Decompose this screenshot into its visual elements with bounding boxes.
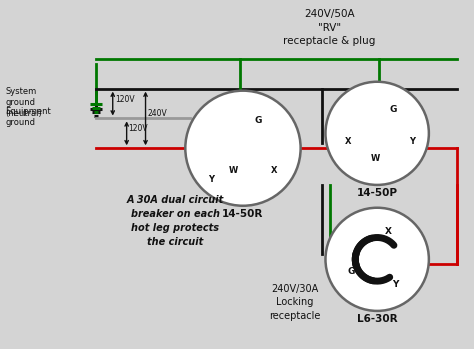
Text: X: X (271, 166, 277, 175)
Bar (349, 127, 358, 149)
Text: Y: Y (392, 280, 399, 289)
FancyBboxPatch shape (233, 110, 249, 131)
Text: Equipment
ground: Equipment ground (5, 106, 51, 127)
Text: 240V/30A
Locking
receptacle: 240V/30A Locking receptacle (269, 284, 320, 320)
Text: G: G (347, 267, 355, 276)
Bar (394, 127, 403, 149)
Bar (210, 155, 219, 177)
Text: G: G (389, 105, 396, 114)
Text: L6-30R: L6-30R (357, 314, 398, 324)
Text: G: G (255, 116, 262, 125)
Text: 120V: 120V (128, 124, 148, 133)
Text: 240V: 240V (147, 110, 167, 118)
Text: W: W (371, 154, 380, 163)
Text: 14-50R: 14-50R (222, 209, 264, 219)
Text: Y: Y (208, 176, 214, 185)
Text: 120V: 120V (115, 95, 134, 104)
Text: 240V/50A
"RV"
receptacle & plug: 240V/50A "RV" receptacle & plug (283, 9, 375, 46)
Text: X: X (385, 227, 392, 236)
Circle shape (326, 82, 429, 185)
Text: 14-50P: 14-50P (356, 188, 398, 198)
Bar (228, 139, 237, 161)
Circle shape (326, 208, 429, 311)
Bar (258, 139, 267, 161)
Text: A 30A dual circuit
breaker on each
hot leg protects
the circuit: A 30A dual circuit breaker on each hot l… (127, 195, 224, 247)
Text: Y: Y (409, 137, 415, 146)
Text: W: W (228, 166, 237, 175)
Text: System
ground
(neutral): System ground (neutral) (5, 87, 42, 118)
Circle shape (185, 91, 301, 206)
Text: X: X (345, 137, 351, 146)
FancyBboxPatch shape (369, 99, 386, 120)
Bar (371, 127, 380, 149)
